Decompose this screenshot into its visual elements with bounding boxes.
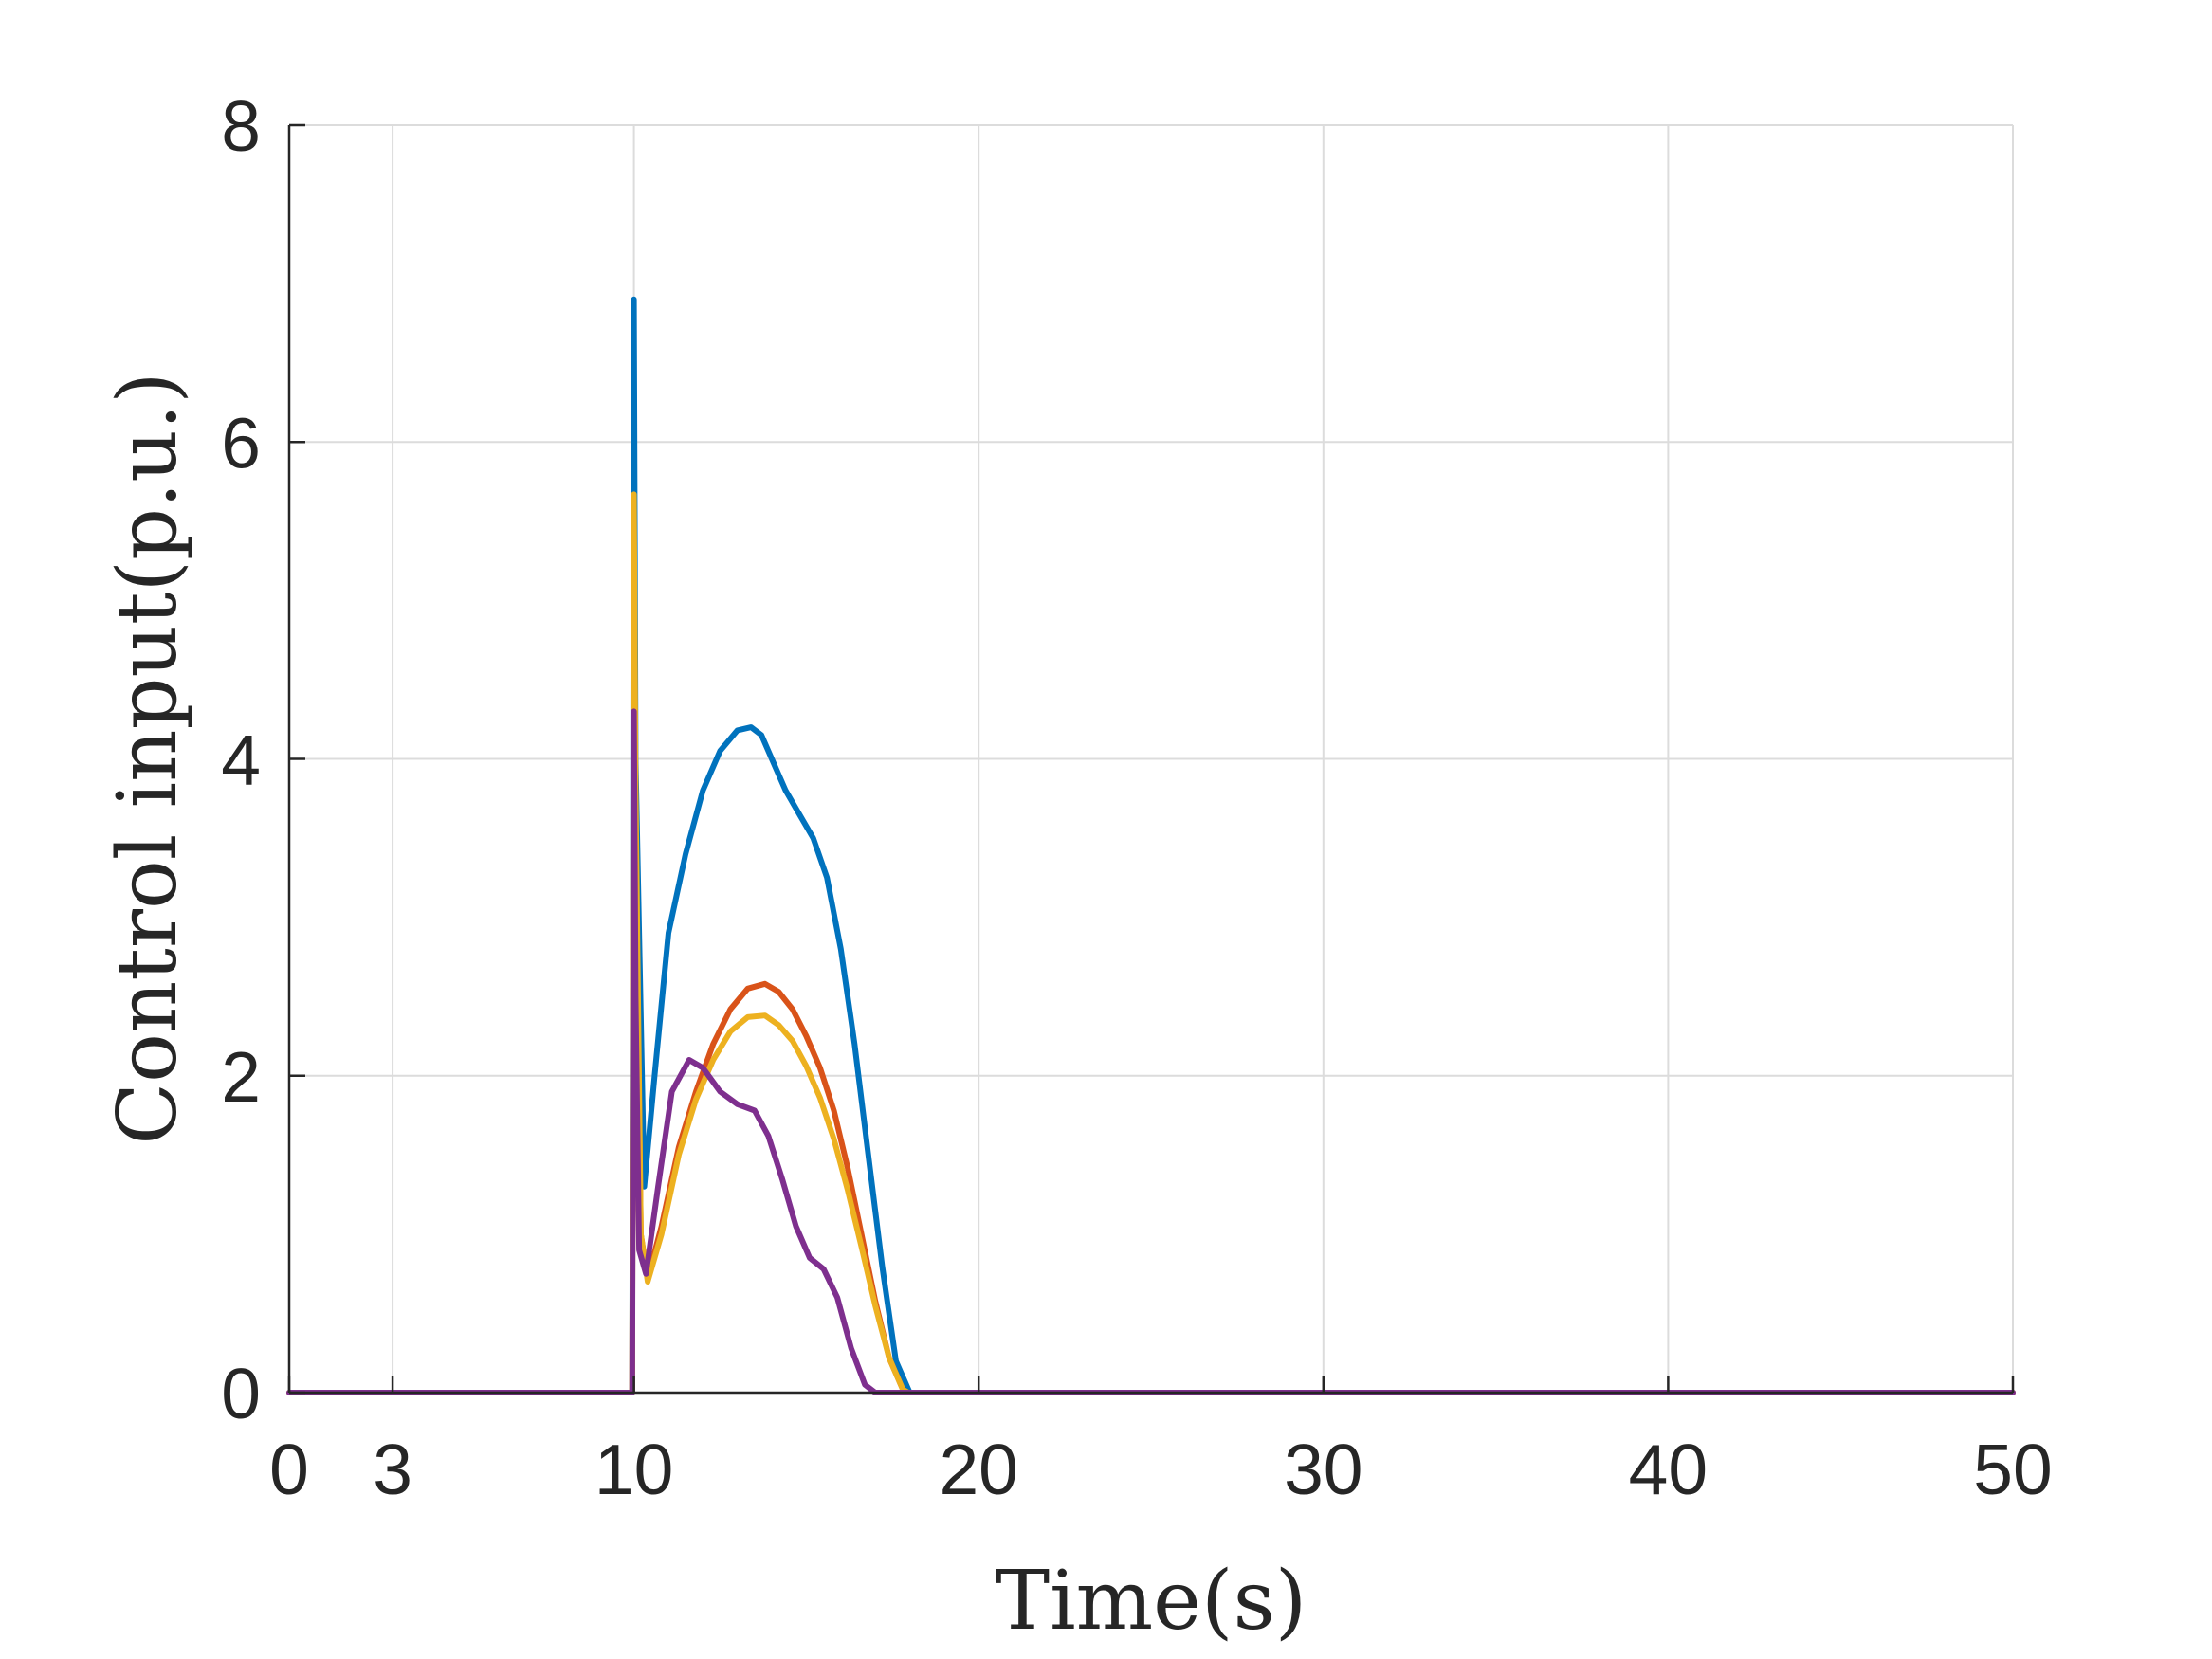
x-tick-label-3: 20 bbox=[939, 1430, 1017, 1509]
series-line-1 bbox=[286, 296, 2016, 1395]
x-tick-label-4: 30 bbox=[1284, 1430, 1362, 1509]
y-tick-label-3: 6 bbox=[221, 403, 261, 483]
x-tick-label-6: 50 bbox=[1973, 1430, 2052, 1509]
y-tick-label-4: 8 bbox=[221, 86, 261, 166]
x-tick-label-5: 40 bbox=[1629, 1430, 1708, 1509]
series-lines bbox=[286, 296, 2016, 1395]
y-tick-label-1: 2 bbox=[221, 1037, 261, 1117]
y-tick-label-0: 0 bbox=[221, 1354, 261, 1433]
x-tick-label-2: 10 bbox=[594, 1430, 673, 1509]
series-line-4 bbox=[286, 708, 2016, 1395]
y-tick-label-2: 4 bbox=[221, 720, 261, 800]
x-axis-label: Time(s) bbox=[996, 1554, 1307, 1649]
y-axis-label: Control input(p.u.) bbox=[101, 372, 195, 1144]
x-tick-label-1: 3 bbox=[373, 1430, 412, 1509]
x-tick-label-0: 0 bbox=[269, 1430, 309, 1509]
